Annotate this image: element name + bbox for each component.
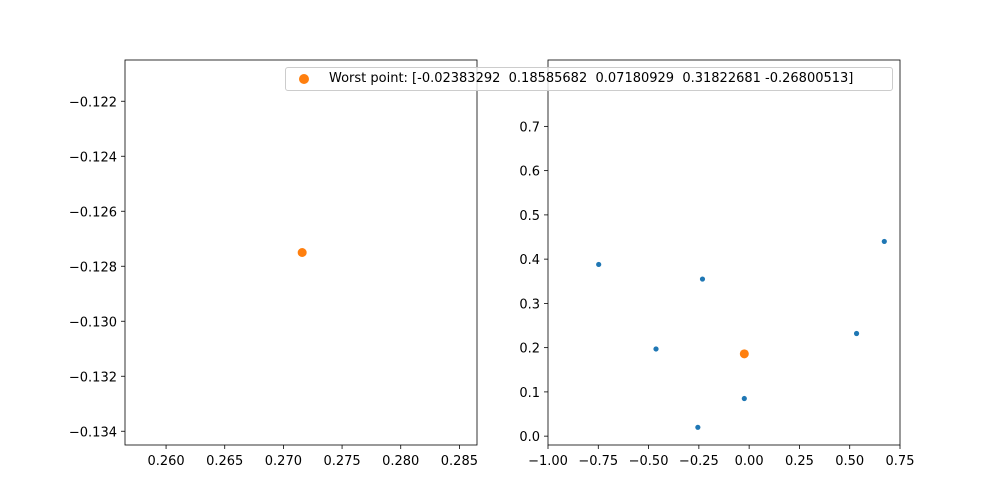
right-axes: −1.00 −0.75 −0.50 −0.25 0.00 0.25 0.50 0.75 0.0 0… [519, 59, 915, 469]
x-tick-label: −0.75 [578, 454, 618, 469]
y-tick-label: 0.0 [519, 430, 540, 445]
x-tick-label: 0.25 [785, 454, 814, 469]
legend-marker-icon [299, 74, 309, 84]
x-tick-label: −1.00 [528, 454, 568, 469]
x-tick-label: 0.00 [735, 454, 764, 469]
data-point [653, 346, 659, 352]
x-tick-label: 0.75 [886, 454, 915, 469]
x-tick-label: 0.270 [265, 454, 302, 469]
data-point [695, 424, 701, 430]
y-tick-label: −0.130 [69, 315, 117, 330]
left-axes: 0.260 0.265 0.270 0.275 0.280 0.285 −0.134 −0.1… [69, 59, 478, 469]
y-tick-label: 0.4 [519, 253, 540, 268]
legend: Worst point: [-0.02383292 0.18585682 0.0… [285, 67, 893, 91]
y-tick-label: 0.5 [519, 209, 540, 224]
y-tick-label: −0.134 [69, 425, 117, 440]
x-tick-label: 0.275 [323, 454, 360, 469]
y-tick-label: −0.122 [69, 95, 117, 110]
y-tick-label: 0.3 [519, 297, 540, 312]
y-tick-label: 0.2 [519, 342, 540, 357]
worst-point-marker [739, 349, 749, 359]
axes-frame [547, 59, 901, 446]
x-tick-label: 0.50 [835, 454, 864, 469]
y-tick-label: −0.132 [69, 370, 117, 385]
y-tick-label: −0.124 [69, 150, 117, 165]
data-point [853, 330, 860, 337]
x-tick-label: 0.265 [206, 454, 243, 469]
worst-point-marker [297, 248, 307, 257]
data-point [596, 261, 602, 268]
data-point [741, 395, 747, 402]
y-tick-label: −0.126 [69, 205, 117, 220]
x-tick-label: −0.25 [679, 454, 719, 469]
y-tick-label: −0.128 [69, 260, 117, 275]
legend-label: Worst point: [-0.02383292 0.18585682 0.0… [329, 71, 854, 86]
x-tick-label: 0.280 [382, 454, 419, 469]
y-tick-label: 0.1 [519, 386, 540, 401]
data-point [699, 276, 706, 282]
axes-frame [124, 59, 478, 446]
x-tick-label: 0.285 [441, 454, 478, 469]
data-point [881, 238, 887, 245]
y-tick-label: 0.6 [519, 165, 540, 180]
x-tick-label: −0.50 [629, 454, 669, 469]
x-tick-label: 0.260 [147, 454, 184, 469]
y-tick-label: 0.7 [519, 120, 540, 135]
